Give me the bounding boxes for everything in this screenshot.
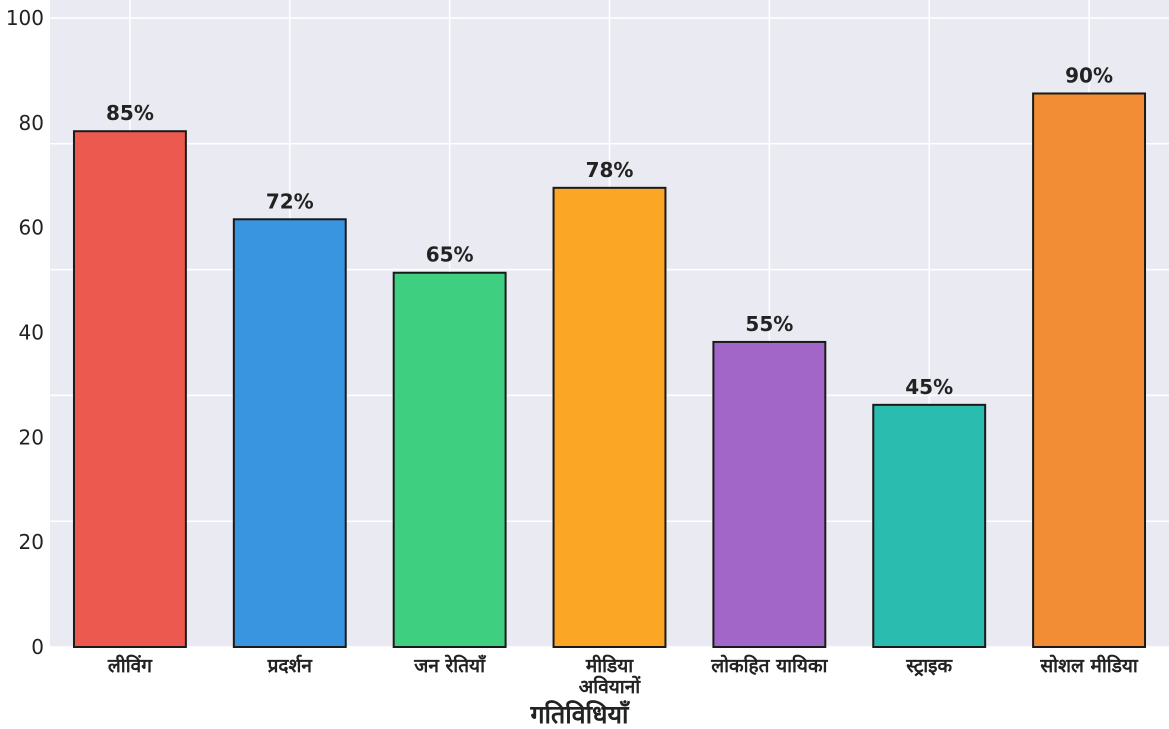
bar (552, 186, 667, 649)
bar-value-label: 65% (426, 243, 474, 267)
bar (232, 218, 347, 648)
bars (72, 92, 1147, 649)
bar-value-label: 72% (266, 189, 314, 213)
y-tick-labels: 0 20 20 40 60 80 100 (6, 6, 44, 659)
bar (872, 403, 987, 648)
bar (712, 340, 827, 648)
x-category-label: सोशल मीडिया (1039, 654, 1139, 677)
bar-value-label: 90% (1065, 63, 1113, 87)
bar-value-label: 55% (745, 312, 793, 336)
x-category-label: मीडिया (585, 654, 634, 677)
x-category-label: लोकहित यायिका (710, 654, 828, 677)
x-category-labels: लीविंग प्रदर्शन जन रेतियाँ मीडियाअवियानों लो… (107, 654, 1139, 698)
bar-value-label: 85% (106, 101, 154, 125)
y-tick-label: 20 (19, 425, 44, 449)
bar-value-label: 78% (586, 158, 634, 182)
x-category-label: अवियानों (579, 675, 641, 698)
value-labels: 85% 72% 65% 78% 55% 45% 90% (106, 63, 1113, 398)
y-tick-label: 40 (19, 321, 44, 345)
y-tick-label: 80 (19, 111, 44, 135)
bar (72, 130, 187, 649)
bar (1032, 92, 1147, 649)
x-category-label: स्ट्राइक (905, 655, 953, 677)
y-tick-label: 60 (19, 216, 44, 240)
y-tick-label: 20 (19, 530, 44, 554)
x-category-label: लीविंग (107, 654, 153, 677)
x-axis-title: गतिविधियाँ (529, 700, 630, 729)
x-category-label: जन रेतियाँ (413, 654, 487, 677)
bar (392, 271, 507, 648)
y-tick-label: 0 (31, 635, 44, 659)
bar-value-label: 45% (905, 375, 953, 399)
x-category-label: प्रदर्शन (267, 654, 314, 677)
y-tick-label: 100 (6, 6, 44, 30)
